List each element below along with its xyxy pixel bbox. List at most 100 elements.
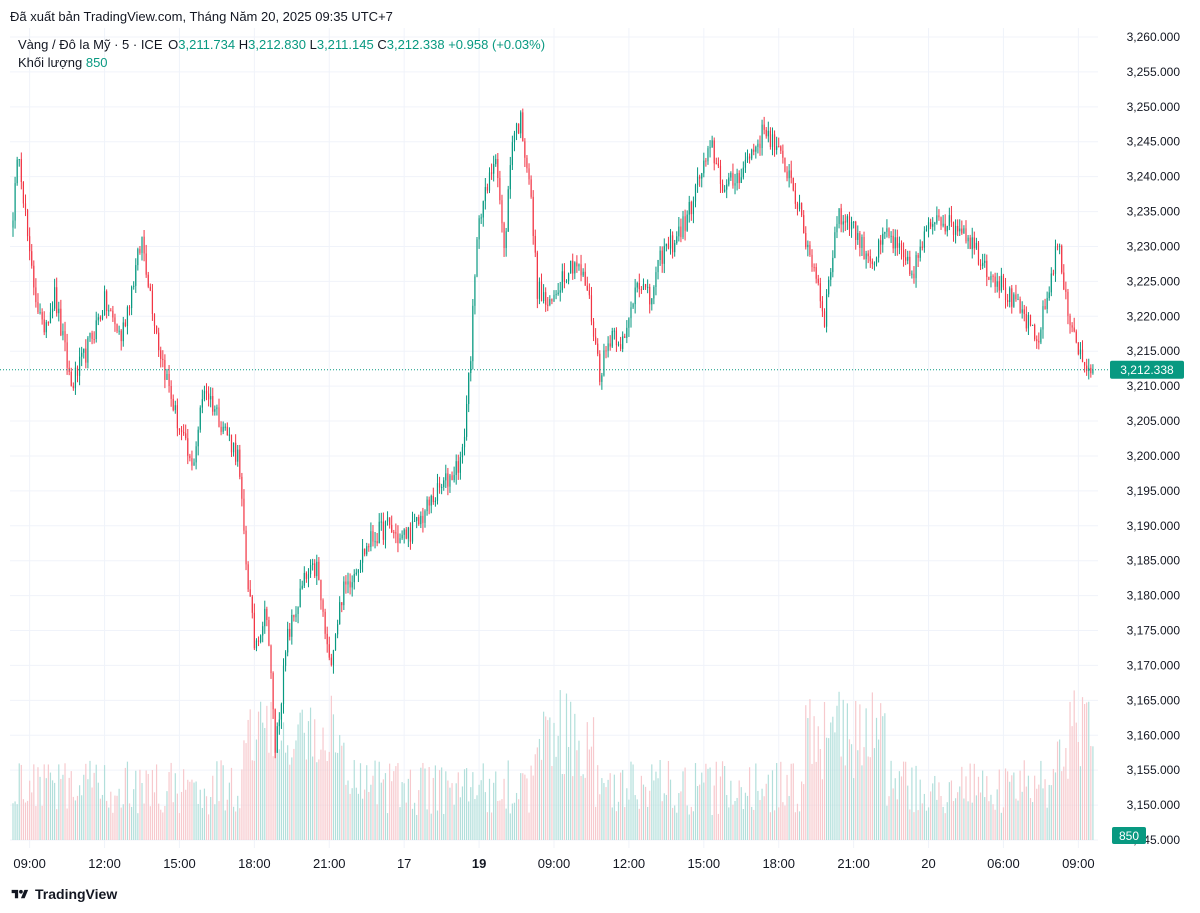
volume-bar [844,765,846,840]
volume-label[interactable]: Khối lượng [18,55,83,70]
candle-body [601,375,603,382]
candle-body [746,156,749,160]
volume-bar [422,762,424,840]
candle-body [925,229,928,232]
candle-body [540,281,543,302]
volume-bar [873,748,876,840]
candle-body [176,405,178,429]
candle-body [131,286,133,309]
volume-bar [719,776,722,840]
candle-body [91,332,93,340]
candle-body [732,173,734,186]
candle-body [470,361,472,374]
volume-bar [1023,760,1025,840]
volume-bar [686,805,688,840]
volume-bar [320,749,322,840]
time-tick-label: 17 [397,856,411,871]
candle-body [299,588,301,608]
volume-bar [557,735,559,840]
candle-body [353,574,355,583]
time-tick-label: 09:00 [538,856,571,871]
volume-bar [166,791,168,840]
candle-body [222,426,224,432]
candle-body [495,158,497,165]
volume-bar [343,742,345,840]
candle-body [230,434,233,453]
volume-bar [226,799,228,840]
time-tick-label: 15:00 [688,856,721,871]
open-value: 3,211.734 [178,37,236,52]
volume-bar [482,763,484,840]
candle-body [357,569,360,573]
candle-body [898,243,901,248]
volume-bar [91,787,93,840]
candle-body [301,585,303,589]
volume-bar [1007,771,1009,840]
candle-body [389,517,391,525]
volume-bar [39,776,41,840]
volume-bar [260,701,262,840]
candle-body [422,515,424,523]
volume-bar [1077,741,1079,840]
candle-body [630,307,632,319]
candle-body [642,284,645,290]
candle-body [825,294,828,327]
volume-bar [561,774,563,840]
tradingview-logo-icon [11,889,29,898]
volume-bar [207,814,210,840]
footer-brand[interactable]: TradingView [10,886,117,902]
candle-body [659,250,661,261]
volume-bar [773,810,776,840]
chart-area[interactable]: 3,260.000 3,255.000 3,250.000 3,245.000 3,24… [0,28,1200,878]
candle-body [160,350,162,359]
candle-body [39,312,41,314]
time-axis[interactable]: 09:00 12:00 15:00 18:00 21:00 17 19 09:00 12:00 1… [13,856,1094,871]
candle-body [451,475,453,481]
candle-body [1013,294,1015,307]
volume-bar [954,798,957,840]
candle-body [597,343,599,354]
symbol-title[interactable]: Vàng / Đô la Mỹ · 5 · ICE [18,37,163,52]
volume-bar [303,732,305,840]
candle-body [823,311,826,327]
candle-body [237,449,239,462]
candle-body [201,399,203,408]
volume-bar [740,787,742,840]
volume-bar [430,813,432,840]
volume-bar [809,699,811,840]
volume-bar [520,773,522,840]
volume-bar [212,775,214,840]
candle-body [894,237,896,249]
candle-body [651,298,653,305]
candle-body [284,652,287,666]
volume-bar [796,803,799,840]
candle-body [967,237,969,242]
volume-bar [341,745,343,840]
price-axis[interactable]: 3,260.000 3,255.000 3,250.000 3,245.000 3,24… [1127,30,1181,847]
candle-body [707,148,709,162]
candle-body [553,294,555,302]
volume-bar [996,789,998,840]
candle-body [638,282,640,290]
volume-bar [1090,746,1092,840]
price-chart-svg[interactable]: 3,260.000 3,255.000 3,250.000 3,245.000 3,24… [0,28,1200,878]
volume-bar [399,807,401,840]
candle-body [251,596,253,613]
volume-bar [817,726,819,840]
candle-body [721,183,724,192]
candle-body [1086,365,1088,372]
candle-body [203,390,206,400]
candle-body [669,235,672,249]
volume-bar [447,780,449,840]
candle-body [545,292,547,305]
candle-body [14,183,16,221]
volume-bar [734,801,736,840]
candle-body [921,246,923,248]
volume-bar [1042,788,1044,840]
candle-body [195,446,197,463]
volume-bar [305,759,307,840]
volume-bar [133,789,135,840]
volume-bar [359,763,362,840]
volume-bar [293,748,295,840]
candle-body [917,255,919,258]
